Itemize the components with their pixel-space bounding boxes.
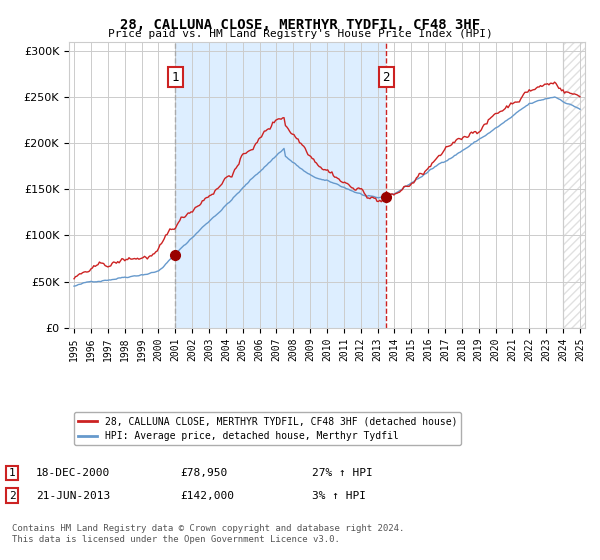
Text: Price paid vs. HM Land Registry's House Price Index (HPI): Price paid vs. HM Land Registry's House … <box>107 29 493 39</box>
Text: £78,950: £78,950 <box>180 468 227 478</box>
Text: This data is licensed under the Open Government Licence v3.0.: This data is licensed under the Open Gov… <box>12 535 340 544</box>
Text: 2: 2 <box>8 491 16 501</box>
Text: Contains HM Land Registry data © Crown copyright and database right 2024.: Contains HM Land Registry data © Crown c… <box>12 524 404 533</box>
Bar <box>175 42 386 328</box>
Text: 3% ↑ HPI: 3% ↑ HPI <box>312 491 366 501</box>
Legend: 28, CALLUNA CLOSE, MERTHYR TYDFIL, CF48 3HF (detached house), HPI: Average price: 28, CALLUNA CLOSE, MERTHYR TYDFIL, CF48 … <box>74 412 461 445</box>
Text: 1: 1 <box>172 71 179 83</box>
Text: 2: 2 <box>382 71 390 83</box>
Text: 18-DEC-2000: 18-DEC-2000 <box>36 468 110 478</box>
Text: 1: 1 <box>8 468 16 478</box>
Text: £142,000: £142,000 <box>180 491 234 501</box>
Text: 28, CALLUNA CLOSE, MERTHYR TYDFIL, CF48 3HF: 28, CALLUNA CLOSE, MERTHYR TYDFIL, CF48 … <box>120 18 480 32</box>
Text: 27% ↑ HPI: 27% ↑ HPI <box>312 468 373 478</box>
Text: 21-JUN-2013: 21-JUN-2013 <box>36 491 110 501</box>
Bar <box>563 42 589 328</box>
